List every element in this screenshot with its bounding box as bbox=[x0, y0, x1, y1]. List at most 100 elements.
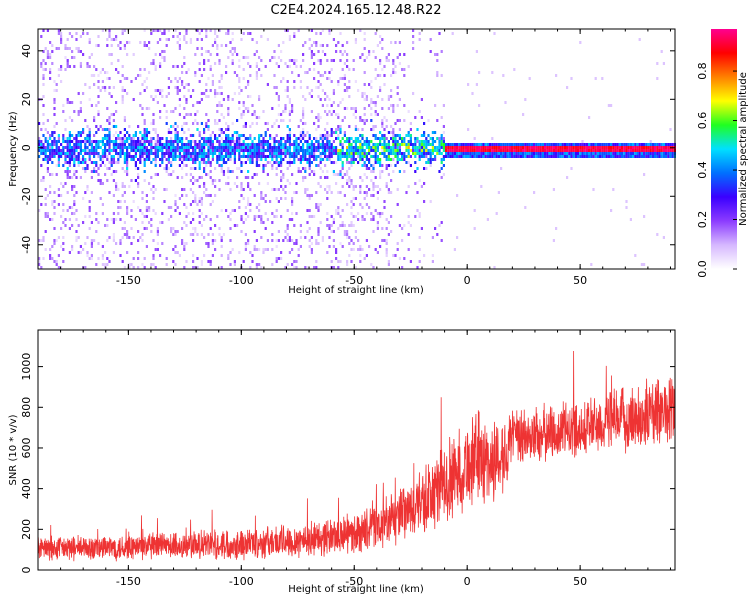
spectrogram-cell bbox=[139, 152, 142, 155]
spectrogram-cell bbox=[134, 161, 137, 164]
spectrogram-cell bbox=[310, 236, 313, 239]
spectrogram-cell bbox=[258, 152, 261, 155]
spectrogram-cell bbox=[143, 146, 146, 149]
spectrogram-cell bbox=[376, 155, 379, 158]
spectrogram-cell bbox=[209, 134, 212, 137]
spectrogram-cell bbox=[365, 239, 368, 242]
spectrogram-cell bbox=[71, 245, 74, 248]
spectrogram-cell bbox=[341, 167, 344, 170]
spectrogram-cell bbox=[282, 41, 285, 44]
spectrogram-cell bbox=[288, 59, 291, 62]
spectrogram-cell bbox=[370, 140, 373, 143]
spectrogram-cell bbox=[244, 218, 247, 221]
spectrogram-cell bbox=[218, 104, 221, 107]
spectrogram-cell bbox=[423, 122, 426, 125]
spectrogram-cell bbox=[143, 257, 146, 260]
spectrogram-cell bbox=[198, 197, 201, 200]
spectrogram-cell bbox=[161, 161, 164, 164]
spectrogram-cell bbox=[88, 131, 91, 134]
spectrogram-cell bbox=[420, 155, 423, 158]
spectrogram-cell bbox=[176, 176, 179, 179]
spectrogram-cell bbox=[68, 155, 71, 158]
spectrogram-cell bbox=[93, 149, 96, 152]
spectrogram-cell bbox=[244, 233, 247, 236]
spectrogram-cell bbox=[286, 125, 289, 128]
spectrogram-cell bbox=[231, 152, 234, 155]
spectrogram-cell bbox=[346, 86, 349, 89]
spectrogram-cell bbox=[121, 32, 124, 35]
spectrogram-cell bbox=[123, 233, 126, 236]
spectrogram-cell bbox=[233, 224, 236, 227]
spectrogram-cell bbox=[233, 143, 236, 146]
spectrogram-cell bbox=[486, 149, 489, 152]
spectrogram-cell bbox=[321, 149, 324, 152]
spectrogram-cell bbox=[429, 152, 432, 155]
spectrogram-cell bbox=[271, 146, 274, 149]
spectrogram-cell bbox=[321, 50, 324, 53]
spectrogram-cell bbox=[244, 86, 247, 89]
spectrogram-cell bbox=[288, 134, 291, 137]
spectrogram-cell bbox=[143, 134, 146, 137]
spectrogram-cell bbox=[636, 152, 639, 155]
spectrogram-cell bbox=[117, 200, 120, 203]
spectrogram-cell bbox=[627, 143, 630, 146]
spectrogram-cell bbox=[387, 188, 390, 191]
spectrogram-cell bbox=[115, 101, 118, 104]
spectrogram-cell bbox=[555, 227, 558, 230]
spectrogram-cell bbox=[392, 128, 395, 131]
spectrogram-cell bbox=[291, 239, 294, 242]
spectrogram-cell bbox=[475, 50, 478, 53]
spectrogram-cell bbox=[445, 149, 448, 152]
spectrogram-cell bbox=[200, 47, 203, 50]
spectrogram-cell bbox=[456, 194, 459, 197]
spectrogram-cell bbox=[258, 68, 261, 71]
spectrogram-cell bbox=[401, 155, 404, 158]
spectrogram-cell bbox=[198, 101, 201, 104]
spectrogram-cell bbox=[242, 110, 245, 113]
spectrogram-cell bbox=[568, 146, 571, 149]
spectrogram-cell bbox=[170, 164, 173, 167]
spectrogram-cell bbox=[174, 158, 177, 161]
spectrogram-cell bbox=[255, 248, 258, 251]
spectrogram-cell bbox=[370, 170, 373, 173]
spectrogram-cell bbox=[174, 65, 177, 68]
spectrogram-cell bbox=[330, 131, 333, 134]
spectrogram-cell bbox=[244, 107, 247, 110]
spectrogram-cell bbox=[178, 155, 181, 158]
spectrogram-cell bbox=[60, 41, 63, 44]
spectrogram-cell bbox=[238, 200, 241, 203]
spectrogram-cell bbox=[165, 158, 168, 161]
spectrogram-cell bbox=[214, 149, 217, 152]
spectrogram-cell bbox=[449, 143, 452, 146]
spectrogram-cell bbox=[493, 152, 496, 155]
spectrogram-cell bbox=[42, 74, 45, 77]
spectrogram-cell bbox=[51, 146, 54, 149]
spectrogram-cell bbox=[647, 146, 650, 149]
spectrogram-cell bbox=[489, 152, 492, 155]
spectrogram-cell bbox=[566, 86, 569, 89]
spectrogram-cell bbox=[306, 149, 309, 152]
spectrogram-cell bbox=[280, 152, 283, 155]
spectrogram-cell bbox=[297, 248, 300, 251]
spectrogram-cell bbox=[194, 161, 197, 164]
spectrogram-cell bbox=[227, 110, 230, 113]
spectrogram-cell bbox=[568, 149, 571, 152]
spectrogram-cell bbox=[194, 53, 197, 56]
spectrogram-cell bbox=[425, 152, 428, 155]
spectrogram-cell bbox=[200, 74, 203, 77]
spectrogram-cell bbox=[57, 236, 60, 239]
spectrogram-cell bbox=[418, 236, 421, 239]
spectrogram-cell bbox=[337, 152, 340, 155]
spectrogram-cell bbox=[106, 167, 109, 170]
spectrogram-cell bbox=[194, 146, 197, 149]
spectrogram-cell bbox=[332, 89, 335, 92]
spectrogram-cell bbox=[229, 218, 232, 221]
spectrogram-cell bbox=[286, 149, 289, 152]
spectrogram-cell bbox=[493, 32, 496, 35]
spectrogram-cell bbox=[75, 176, 78, 179]
spectrogram-cell bbox=[134, 134, 137, 137]
spectrogram-cell bbox=[77, 131, 80, 134]
spectrogram-cell bbox=[302, 137, 305, 140]
spectrogram-cell bbox=[559, 149, 562, 152]
spectrogram-cell bbox=[46, 158, 49, 161]
